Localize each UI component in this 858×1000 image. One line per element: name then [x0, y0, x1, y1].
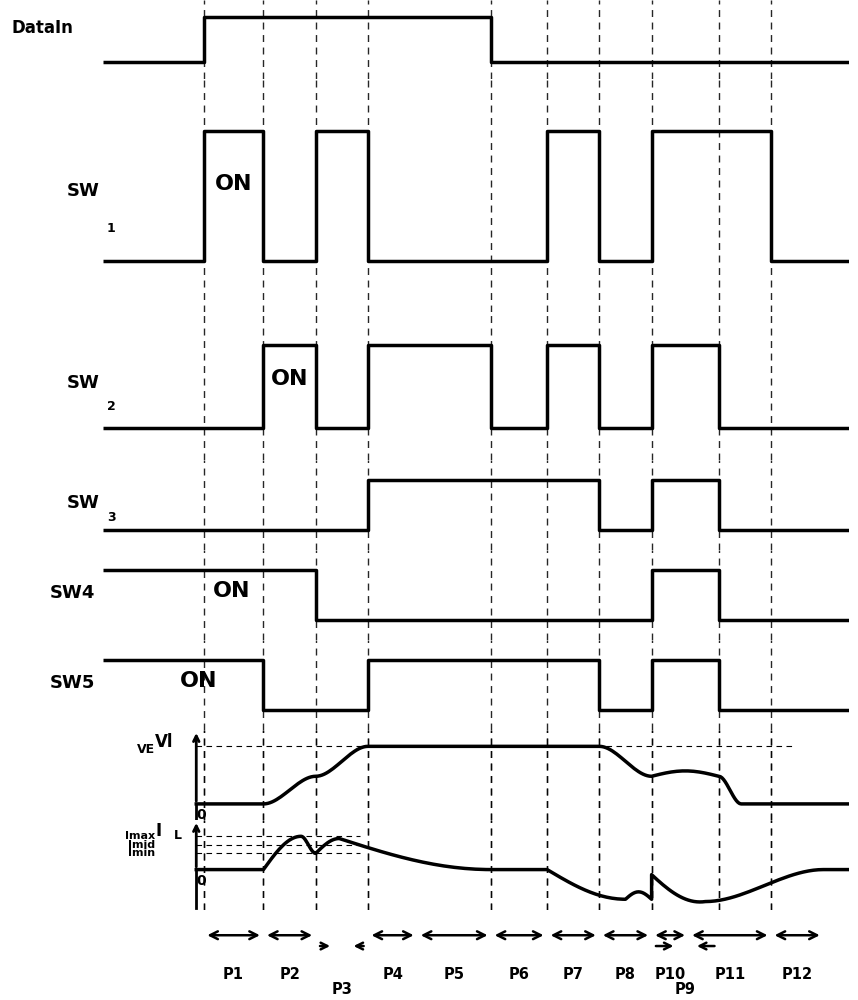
Text: SW: SW	[66, 494, 100, 512]
Text: P5: P5	[444, 967, 465, 982]
Text: DataIn: DataIn	[11, 19, 73, 37]
Text: P8: P8	[615, 967, 636, 982]
Text: P9: P9	[674, 982, 696, 997]
Text: P10: P10	[655, 967, 686, 982]
Text: I: I	[155, 822, 161, 840]
Text: 1: 1	[106, 222, 116, 235]
Text: Imax: Imax	[125, 831, 155, 841]
Text: P6: P6	[509, 967, 529, 982]
Text: Vl: Vl	[155, 733, 173, 751]
Text: 2: 2	[106, 400, 116, 413]
Text: P11: P11	[714, 967, 746, 982]
Text: SW: SW	[66, 182, 100, 200]
Text: 0: 0	[196, 808, 206, 822]
Text: VE: VE	[137, 743, 155, 756]
Text: P7: P7	[563, 967, 583, 982]
Text: Imin: Imin	[128, 848, 155, 858]
Text: ON: ON	[179, 671, 217, 691]
Text: SW4: SW4	[50, 584, 95, 602]
Text: ON: ON	[214, 174, 252, 194]
Text: P3: P3	[331, 982, 353, 997]
Text: ON: ON	[213, 581, 251, 601]
Text: P2: P2	[279, 967, 300, 982]
Text: 0: 0	[196, 874, 206, 888]
Text: L: L	[174, 829, 182, 842]
Text: SW5: SW5	[50, 674, 95, 692]
Text: P1: P1	[223, 967, 244, 982]
Text: SW: SW	[66, 374, 100, 392]
Text: ON: ON	[271, 369, 308, 389]
Text: P4: P4	[382, 967, 403, 982]
Text: Imid: Imid	[128, 840, 155, 850]
Text: 3: 3	[106, 511, 115, 524]
Text: P12: P12	[782, 967, 813, 982]
